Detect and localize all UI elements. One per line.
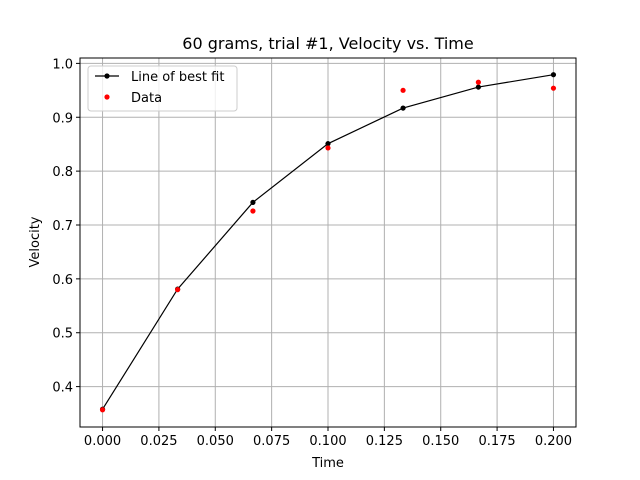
legend: Line of best fit Data [87, 65, 238, 112]
data-point [325, 145, 331, 151]
x-tick-label: 0.100 [309, 434, 346, 449]
legend-label: Data [131, 91, 162, 106]
y-tick-label: 0.9 [52, 111, 73, 126]
y-tick-label: 0.6 [52, 273, 73, 288]
y-tick-label: 1.0 [52, 57, 73, 72]
x-axis-label: Time [311, 456, 344, 471]
legend-marker-swatch [104, 73, 110, 79]
legend-marker-swatch [104, 94, 110, 100]
data-point [550, 85, 557, 91]
y-tick-label: 0.8 [52, 165, 73, 180]
x-tick-label: 0.200 [535, 434, 572, 449]
x-tick-label: 0.175 [478, 434, 515, 449]
y-tick-label: 0.4 [52, 381, 73, 396]
data-point [475, 79, 481, 85]
data-point [175, 287, 181, 293]
series-layer [99, 72, 557, 413]
best-fit-point [400, 105, 406, 111]
x-tick-label: 0.050 [197, 434, 234, 449]
x-tick-label: 0.000 [84, 434, 121, 449]
best-fit-point [475, 84, 481, 90]
y-axis-label: Velocity [28, 216, 43, 267]
y-tick-label: 0.7 [52, 219, 73, 234]
x-tick-label: 0.125 [366, 434, 403, 449]
best-fit-point [250, 199, 256, 205]
ticks: 0.000 0.025 0.050 0.075 0.100 0.125 0.150 0.175… [52, 57, 572, 449]
x-tick-label: 0.075 [253, 434, 290, 449]
best-fit-point [550, 72, 557, 78]
legend-box [87, 65, 238, 112]
legend-label: Line of best fit [131, 70, 224, 85]
y-tick-label: 0.5 [52, 327, 73, 342]
x-tick-label: 0.150 [422, 434, 459, 449]
grid [80, 58, 576, 427]
best-fit-point [325, 141, 331, 147]
data-point [99, 407, 106, 413]
data-point [400, 87, 406, 93]
x-tick-label: 0.025 [140, 434, 177, 449]
chart-title: 60 grams, trial #1, Velocity vs. Time [182, 34, 473, 53]
data-point [250, 208, 256, 214]
